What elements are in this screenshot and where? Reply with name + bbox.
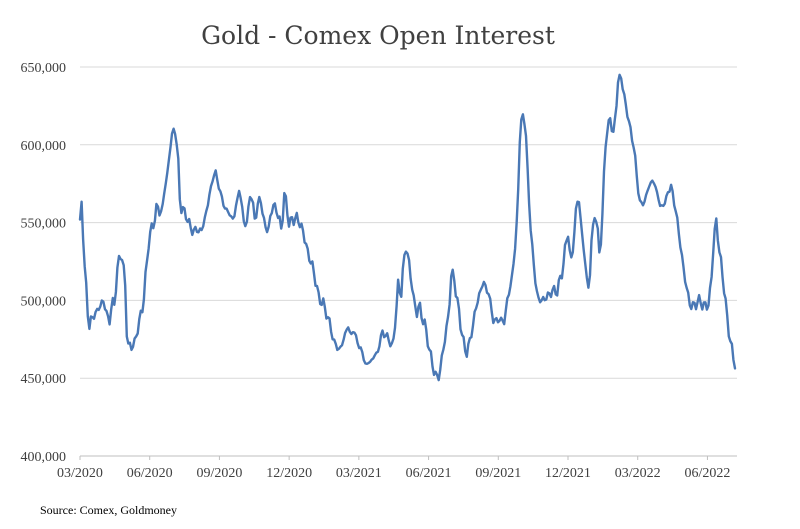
axes xyxy=(79,455,737,460)
x-tick-label: 09/2020 xyxy=(196,466,242,481)
x-tick-label: 06/2022 xyxy=(684,466,730,481)
y-tick-label: 500,000 xyxy=(21,294,67,309)
y-tick-label: 550,000 xyxy=(21,217,67,232)
y-tick-label: 450,000 xyxy=(21,372,67,387)
chart-title: Gold - Comex Open Interest xyxy=(201,21,555,50)
y-tick-label: 600,000 xyxy=(21,139,67,154)
gridlines xyxy=(80,66,737,379)
series-line-open-interest xyxy=(78,73,737,382)
x-tick-label: 09/2021 xyxy=(475,466,521,481)
series-layer xyxy=(78,73,737,382)
x-tick-label: 03/2021 xyxy=(336,466,382,481)
y-tick-label: 400,000 xyxy=(21,450,67,465)
y-tick-label: 650,000 xyxy=(21,61,67,76)
x-tick-label: 06/2020 xyxy=(127,466,173,481)
source-note: Source: Comex, Goldmoney xyxy=(40,503,177,517)
x-tick-label: 12/2020 xyxy=(266,466,312,481)
x-tick-label: 03/2022 xyxy=(615,466,661,481)
x-tick-label: 03/2020 xyxy=(57,466,103,481)
y-axis-tick-labels: 650,000 600,000 550,000 500,000 450,000 400,0… xyxy=(21,61,67,465)
x-tick-label: 06/2021 xyxy=(406,466,452,481)
x-tick-label: 12/2021 xyxy=(545,466,591,481)
x-axis-tick-labels: 03/2020 06/2020 09/2020 12/2020 03/2021 06/20… xyxy=(57,466,730,481)
